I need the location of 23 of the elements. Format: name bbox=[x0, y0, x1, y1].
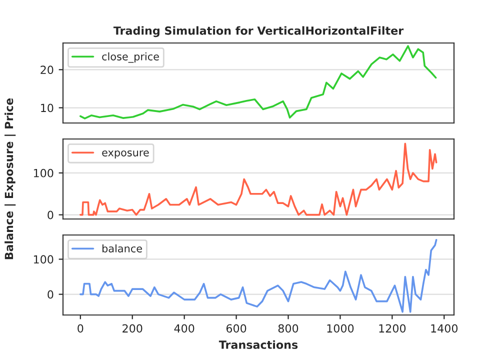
y-tick-label: 20 bbox=[40, 66, 54, 74]
legend-label: balance bbox=[102, 244, 142, 252]
legend-label: close_price bbox=[102, 52, 159, 63]
line-series bbox=[80, 239, 438, 313]
x-tick-label: 400 bbox=[174, 324, 194, 333]
x-axis-title: Transactions bbox=[218, 340, 298, 349]
line-series bbox=[80, 142, 438, 216]
y-tick-label: 100 bbox=[34, 168, 54, 178]
legend-label: exposure bbox=[102, 150, 149, 158]
x-tick-label: 800 bbox=[278, 324, 298, 333]
x-tick-label: 1200 bbox=[379, 324, 406, 333]
x-tick-label: 200 bbox=[122, 324, 142, 333]
line-series bbox=[80, 45, 437, 120]
y-tick-label: 100 bbox=[34, 255, 54, 264]
y-tick-label: 0 bbox=[48, 290, 54, 299]
chart-title: Trading Simulation for VerticalHorizontalFilter bbox=[113, 26, 404, 38]
y-tick-label: 0 bbox=[48, 210, 54, 220]
y-tick-label: 10 bbox=[41, 104, 54, 112]
x-tick-label: 600 bbox=[226, 324, 246, 333]
x-tick-label: 1000 bbox=[327, 324, 354, 333]
x-tick-label: 0 bbox=[78, 324, 84, 333]
y-axis-title: Balance | Exposure | Price bbox=[4, 98, 16, 260]
x-tick-label: 1400 bbox=[431, 324, 458, 333]
